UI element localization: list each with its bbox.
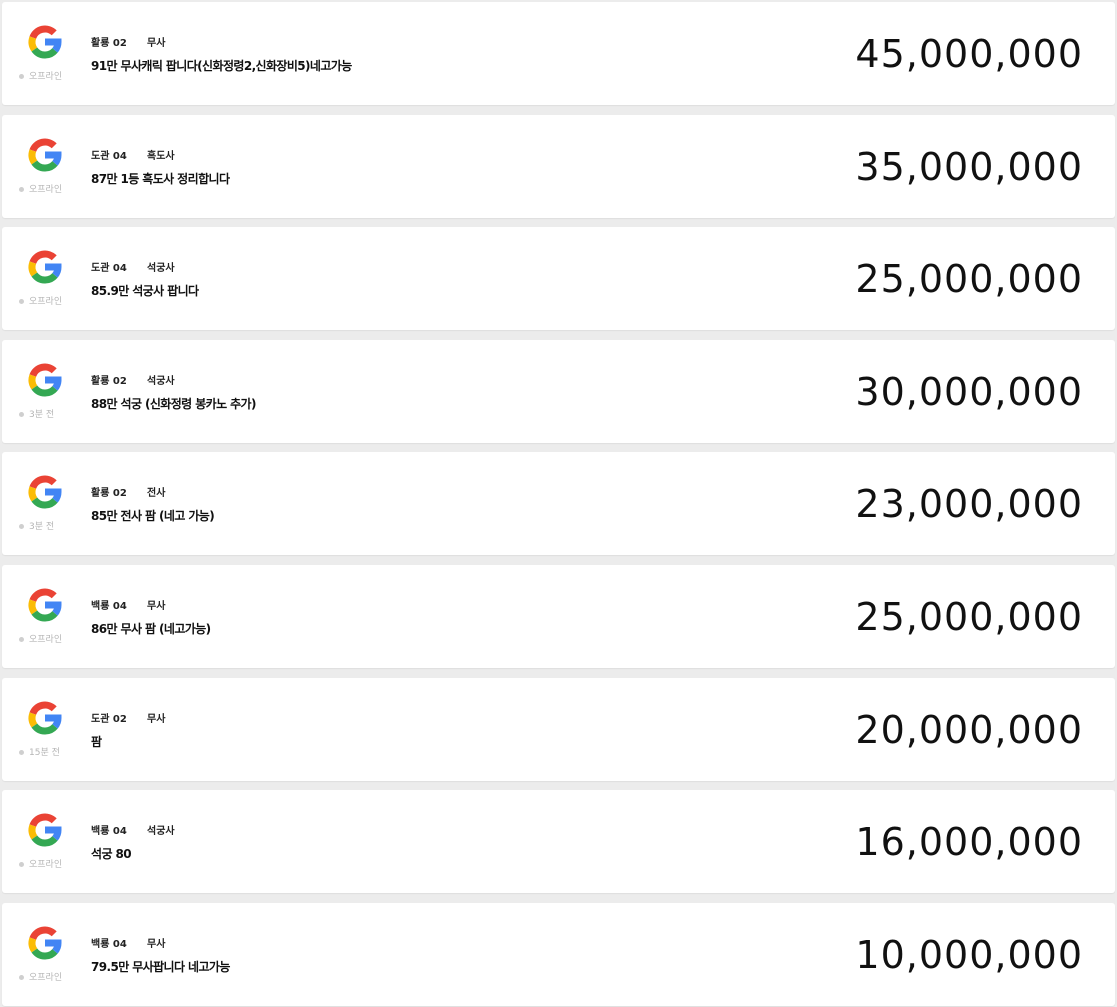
listing-card[interactable]: 오프라인 백룡 04 무사 86만 무사 팜 (네고가능) 25,000,000: [2, 565, 1115, 668]
server: 도관 02: [91, 713, 127, 725]
status: 오프라인: [19, 294, 62, 307]
title: 86만 무사 팜 (네고가능): [91, 622, 211, 636]
google-icon: [28, 25, 62, 59]
server: 백룡 04: [91, 601, 127, 612]
title: 88만 석궁 (신화정령 봉카노 추가): [91, 396, 256, 411]
server: 도관 04: [91, 150, 127, 162]
class: 무사: [147, 938, 166, 950]
status: 오프라인: [19, 857, 62, 870]
price: 10,000,000: [855, 932, 1083, 977]
title: 85만 전사 팜 (네고 가능): [91, 509, 215, 524]
price: 16,000,000: [855, 820, 1083, 865]
google-icon: [28, 475, 62, 509]
class: 석궁사: [147, 826, 175, 838]
listing-card[interactable]: 오프라인 도관 04 석궁사 85.9만 석궁사 팝니다 25,000,000: [2, 227, 1115, 331]
status: 3분 전: [19, 519, 54, 532]
title: 91만 무사캐릭 팝니다(신화정령2,신화장비5)네고가능: [91, 59, 352, 73]
price: 25,000,000: [855, 257, 1083, 302]
price: 23,000,000: [855, 482, 1083, 527]
price: 30,000,000: [855, 369, 1083, 414]
google-icon: [28, 701, 62, 735]
price: 35,000,000: [855, 144, 1083, 189]
listing-card[interactable]: 3분 전 활룡 02 전사 85만 전사 팜 (네고 가능) 23,000,00…: [2, 452, 1115, 556]
listing-card[interactable]: 오프라인 도관 04 흑도사 87만 1등 흑도사 정리합니다 35,000,0…: [2, 114, 1115, 218]
server: 활룡 02: [91, 488, 127, 500]
title: 79.5만 무사팝니다 네고가능: [91, 959, 230, 974]
google-icon: [28, 588, 62, 622]
listing-card[interactable]: 오프라인 활룡 02 무사 91만 무사캐릭 팝니다(신화정령2,신화장비5)네…: [2, 2, 1115, 105]
title: 87만 1등 흑도사 정리합니다: [91, 171, 230, 186]
price: 20,000,000: [855, 707, 1083, 752]
listing-card[interactable]: 오프라인 백룡 04 석궁사 석궁 80 16,000,000: [2, 790, 1115, 894]
class: 전사: [147, 488, 166, 500]
class: 무사: [147, 601, 166, 612]
status: 3분 전: [19, 407, 54, 420]
title: 석궁 80: [91, 847, 132, 862]
listing-card[interactable]: 오프라인 백룡 04 무사 79.5만 무사팝니다 네고가능 10,000,00…: [2, 902, 1115, 1006]
price: 25,000,000: [855, 595, 1083, 639]
class: 무사: [147, 713, 166, 725]
google-icon: [28, 363, 62, 397]
listing-card[interactable]: 15분 전 도관 02 무사 팜 20,000,000: [2, 677, 1115, 781]
title: 85.9만 석궁사 팝니다: [91, 284, 199, 299]
server: 도관 04: [91, 263, 127, 275]
google-icon: [28, 250, 62, 284]
status: 오프라인: [19, 632, 62, 645]
google-icon: [28, 926, 62, 960]
status: 오프라인: [19, 69, 62, 82]
price: 45,000,000: [855, 32, 1083, 76]
class: 석궁사: [147, 375, 175, 387]
listing-card[interactable]: 3분 전 활룡 02 석궁사 88만 석궁 (신화정령 봉카노 추가) 30,0…: [2, 339, 1115, 443]
class: 흑도사: [147, 150, 175, 162]
google-icon: [28, 813, 62, 847]
server: 백룡 04: [91, 938, 127, 950]
server: 백룡 04: [91, 826, 127, 838]
server: 활룡 02: [91, 38, 127, 49]
status: 15분 전: [19, 745, 60, 758]
google-icon: [28, 138, 62, 172]
class: 무사: [147, 38, 166, 49]
status: 오프라인: [19, 182, 62, 195]
status: 오프라인: [19, 970, 62, 983]
title: 팜: [91, 734, 102, 749]
server: 활룡 02: [91, 375, 127, 387]
class: 석궁사: [147, 263, 175, 275]
